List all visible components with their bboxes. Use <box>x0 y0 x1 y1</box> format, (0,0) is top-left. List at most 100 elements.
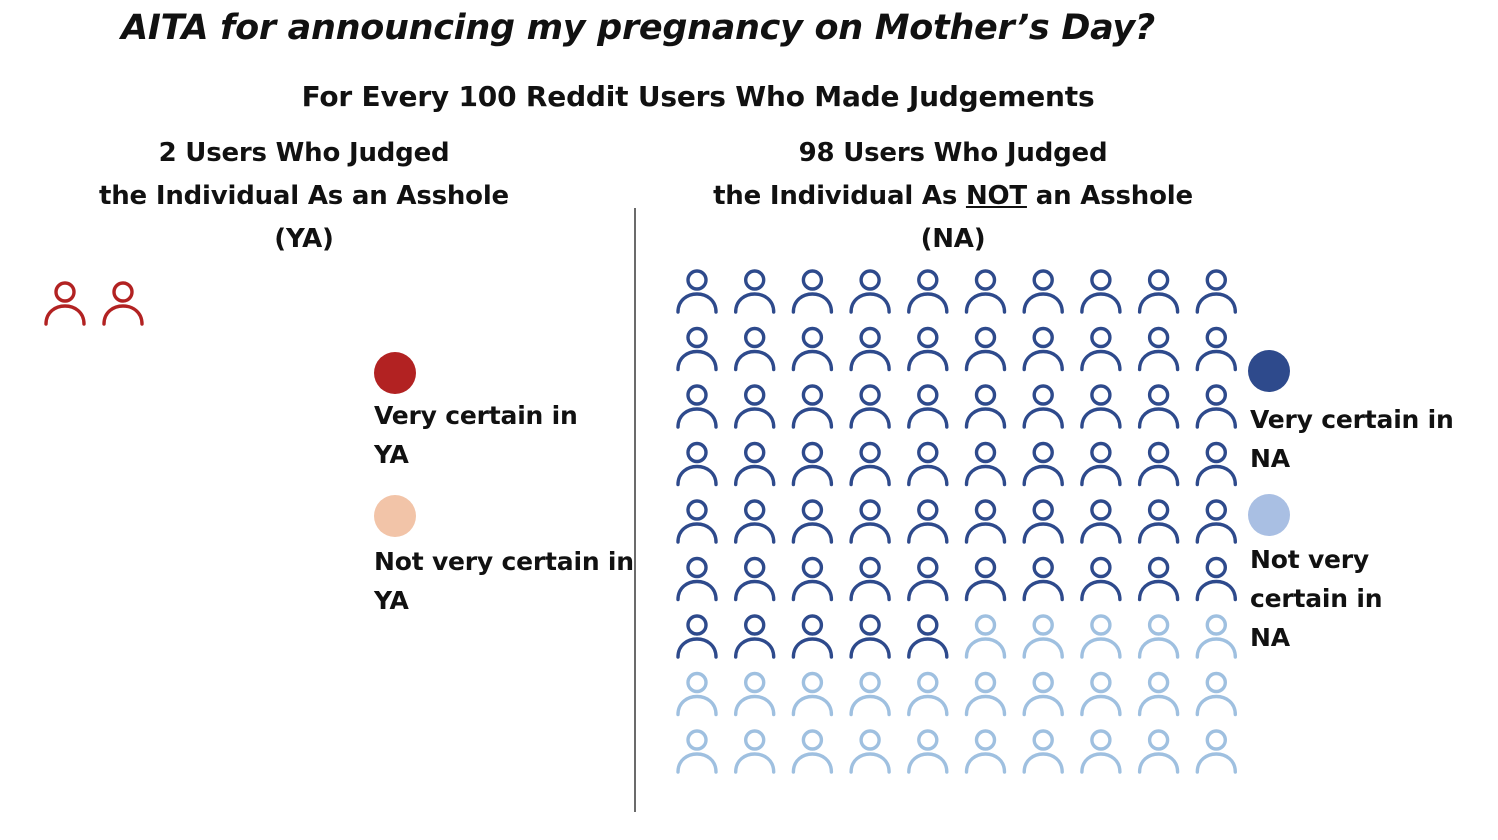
person-icon-na <box>1195 384 1237 429</box>
person-icon-na <box>791 729 834 774</box>
person-icon-na <box>964 556 1007 602</box>
na-heading-line3: (NA) <box>920 224 986 254</box>
na-heading-line1: 98 Users Who Judged <box>798 138 1108 168</box>
person-icon-na <box>791 556 834 602</box>
person-icon-na <box>734 384 776 429</box>
person-icon-na <box>1022 729 1064 774</box>
person-icon-na <box>1080 671 1122 717</box>
person-icon-ya <box>44 281 86 326</box>
person-icon-na <box>1022 614 1064 659</box>
person-icon-na <box>964 326 1007 372</box>
person-icon-na <box>734 729 776 774</box>
person-icon-na <box>1195 729 1237 774</box>
na-heading-line2-post: an Asshole <box>1026 181 1193 211</box>
legend-ya-not: Not very certain in YA <box>374 542 634 620</box>
legend-ya-very-line2: YA <box>374 440 409 469</box>
person-icon-na <box>676 326 718 372</box>
person-icon-na <box>1022 499 1064 544</box>
legend-ya-not-line1: Not very certain in <box>374 547 634 576</box>
person-icon-na <box>676 729 718 774</box>
person-icon-na <box>791 269 834 314</box>
person-icon-na <box>1080 384 1122 429</box>
person-icon-na <box>849 614 891 659</box>
legend-dot-na-not <box>1248 494 1290 536</box>
person-icon-na <box>676 499 718 544</box>
legend-na-not: Not very certain in NA <box>1250 540 1383 657</box>
person-icon-na <box>849 269 891 314</box>
ya-heading-line3: (YA) <box>274 224 334 254</box>
legend-dot-ya-not <box>374 495 416 537</box>
person-icon-na <box>791 441 834 487</box>
person-icon-na <box>1137 614 1180 659</box>
legend-ya-very-line1: Very certain in <box>374 401 578 430</box>
person-icon-na <box>1195 556 1237 602</box>
person-icon-na <box>1137 671 1180 717</box>
ya-heading-line2: the Individual As an Asshole <box>99 181 509 211</box>
person-icon-na <box>1080 614 1122 659</box>
chart-title: AITA for announcing my pregnancy on Moth… <box>121 8 1155 48</box>
person-icon-na <box>907 441 949 487</box>
legend-na-not-line2: certain in <box>1250 584 1383 613</box>
person-icon-na <box>907 384 949 429</box>
person-icon-ya <box>102 281 144 326</box>
ya-group-heading: 2 Users Who Judged the Individual As an … <box>60 132 548 261</box>
person-icon-na <box>849 556 891 602</box>
person-icon-na <box>907 269 949 314</box>
person-icon-na <box>676 269 718 314</box>
person-icon-na <box>1137 269 1180 314</box>
person-icon-na <box>907 499 949 544</box>
person-icon-na <box>734 269 776 314</box>
na-heading-line2: the Individual As NOT an Asshole <box>690 175 1216 218</box>
person-icon-na <box>734 499 776 544</box>
legend-na-very-line1: Very certain in <box>1250 405 1454 434</box>
legend-na-very: Very certain in NA <box>1250 400 1454 478</box>
person-icon-na <box>1137 441 1180 487</box>
person-icon-na <box>791 671 834 717</box>
person-icon-na <box>1137 499 1180 544</box>
person-icon-na <box>676 614 718 659</box>
person-icon-na <box>734 556 776 602</box>
person-icon-na <box>1022 326 1064 372</box>
person-icon-na <box>1195 614 1237 659</box>
person-icon-na <box>964 384 1007 429</box>
person-icon-na <box>849 671 891 717</box>
person-icon-na <box>676 441 718 487</box>
legend-ya-very: Very certain in YA <box>374 396 578 474</box>
person-icon-na <box>791 384 834 429</box>
chart-subtitle: For Every 100 Reddit Users Who Made Judg… <box>301 80 1095 113</box>
person-icon-na <box>964 499 1007 544</box>
person-icon-na <box>734 671 776 717</box>
person-icon-na <box>1080 326 1122 372</box>
person-icon-na <box>907 729 949 774</box>
legend-na-not-line3: NA <box>1250 623 1290 652</box>
person-icon-na <box>1022 269 1064 314</box>
person-icon-na <box>907 556 949 602</box>
person-icon-na <box>849 441 891 487</box>
person-icon-na <box>1022 671 1064 717</box>
person-icon-na <box>734 326 776 372</box>
person-icon-na <box>1080 441 1122 487</box>
person-icon-na <box>907 326 949 372</box>
person-icon-na <box>1195 671 1237 717</box>
na-heading-line2-pre: the Individual As <box>713 181 966 211</box>
person-icon-na <box>907 614 949 659</box>
person-icon-na <box>964 614 1007 659</box>
person-icon-na <box>791 614 834 659</box>
legend-ya-not-line2: YA <box>374 586 409 615</box>
person-icon-na <box>1080 269 1122 314</box>
person-icon-na <box>849 729 891 774</box>
ya-heading-line1: 2 Users Who Judged <box>158 138 450 168</box>
person-icon-na <box>734 614 776 659</box>
person-icon-na <box>791 499 834 544</box>
person-icon-na <box>1080 499 1122 544</box>
person-icon-na <box>849 326 891 372</box>
legend-na-not-line1: Not very <box>1250 545 1370 574</box>
group-divider <box>634 208 636 812</box>
person-icon-na <box>676 671 718 717</box>
person-icon-na <box>964 441 1007 487</box>
person-icon-na <box>676 384 718 429</box>
person-icon-na <box>964 729 1007 774</box>
person-icon-na <box>849 384 891 429</box>
person-icon-na <box>964 671 1007 717</box>
